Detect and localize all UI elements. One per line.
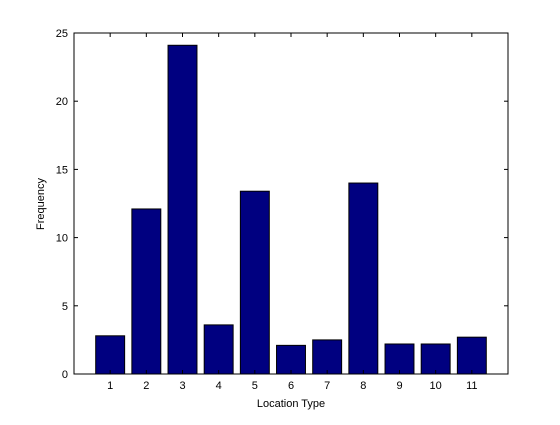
x-axis-label: Location Type (257, 398, 325, 410)
x-tick-label: 8 (360, 380, 366, 392)
bar-7 (312, 339, 343, 375)
x-tick-label: 5 (252, 380, 258, 392)
bar-2 (131, 208, 162, 375)
bar-8 (348, 182, 379, 375)
x-tick-label: 1 (107, 380, 113, 392)
bar-5 (239, 190, 270, 375)
y-tick-label: 0 (62, 369, 68, 381)
bars-layer (95, 44, 487, 375)
bar-11 (456, 336, 487, 375)
y-tick-label: 25 (56, 28, 68, 40)
x-tick-label: 7 (324, 380, 330, 392)
x-tick-label: 6 (288, 380, 294, 392)
x-tick-label: 4 (216, 380, 222, 392)
y-axis-label: Frequency (35, 178, 47, 230)
x-tick-label: 2 (143, 380, 149, 392)
bar-6 (276, 344, 306, 375)
y-tick-label: 15 (56, 164, 68, 176)
x-tick-label: 3 (179, 380, 185, 392)
bar-3 (167, 44, 198, 375)
bar-9 (384, 343, 415, 375)
bar-4 (203, 324, 234, 375)
x-tick-label: 11 (466, 380, 477, 392)
bar-1 (95, 335, 126, 375)
y-tick-label: 5 (62, 301, 68, 313)
y-tick-label: 20 (56, 96, 68, 108)
ticks-layer: 1 2 3 4 5 6 7 8 9 10 11 0 5 10 15 20 25 (56, 28, 508, 392)
bar-10 (420, 343, 451, 375)
x-tick-label: 9 (396, 380, 402, 392)
x-tick-label: 10 (430, 380, 442, 392)
y-tick-label: 10 (56, 233, 68, 245)
